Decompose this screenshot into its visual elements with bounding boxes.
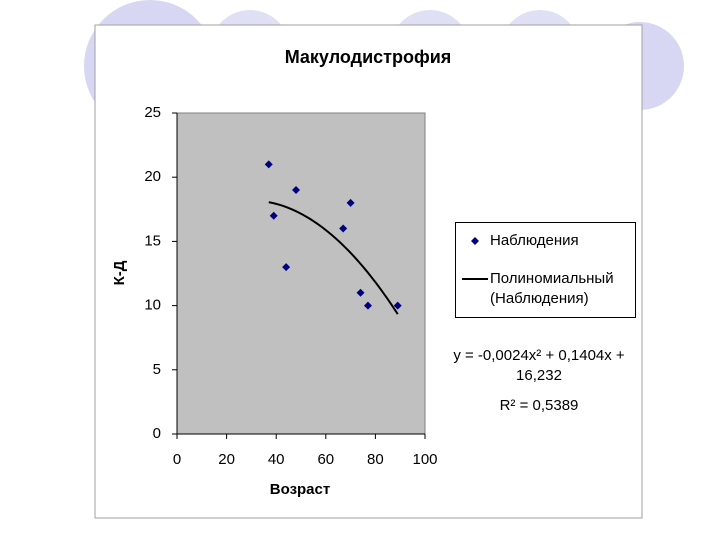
trendline — [268, 201, 399, 315]
trend-r2: R² = 0,5389 — [499, 397, 579, 414]
y-tick-label: 25 — [144, 104, 161, 121]
x-axis-label: Возраст — [270, 481, 330, 498]
plot-area — [176, 112, 426, 435]
x-tick-label: 20 — [218, 451, 235, 468]
point — [339, 224, 348, 233]
y-tick-label: 15 — [144, 232, 161, 249]
chart-title: Макулодистрофия — [285, 47, 452, 67]
point — [264, 160, 273, 169]
y-tick-label: 10 — [144, 297, 161, 314]
y-tick-label: 5 — [153, 361, 161, 378]
trend-equation: y = -0,0024x² + 0,1404x + 16,232 — [453, 347, 625, 384]
legend-label: Полиномиальный (Наблюдения) — [490, 270, 614, 307]
legend: Наблюдения Полиномиальный (Наблюдения) — [455, 222, 636, 318]
x-tick-label: 80 — [367, 451, 384, 468]
legend-marker — [462, 278, 488, 280]
legend-marker — [471, 237, 479, 245]
point — [356, 288, 365, 297]
legend-item: Полиномиальный (Наблюдения) — [460, 269, 635, 309]
point — [393, 301, 402, 310]
point — [269, 211, 278, 220]
point — [346, 198, 355, 207]
point — [292, 186, 301, 195]
x-tick-label: 100 — [412, 451, 437, 468]
y-tick-label: 0 — [153, 425, 161, 442]
legend-symbol — [471, 237, 479, 245]
point — [282, 263, 291, 272]
point — [363, 301, 372, 310]
legend-label: Наблюдения — [490, 232, 579, 249]
y-tick-label: 20 — [144, 168, 161, 185]
x-tick-label: 0 — [173, 451, 181, 468]
legend-item: Наблюдения — [460, 231, 635, 251]
x-tick-label: 60 — [317, 451, 334, 468]
x-tick-label: 40 — [268, 451, 285, 468]
y-axis-label: К-Д — [111, 260, 128, 285]
